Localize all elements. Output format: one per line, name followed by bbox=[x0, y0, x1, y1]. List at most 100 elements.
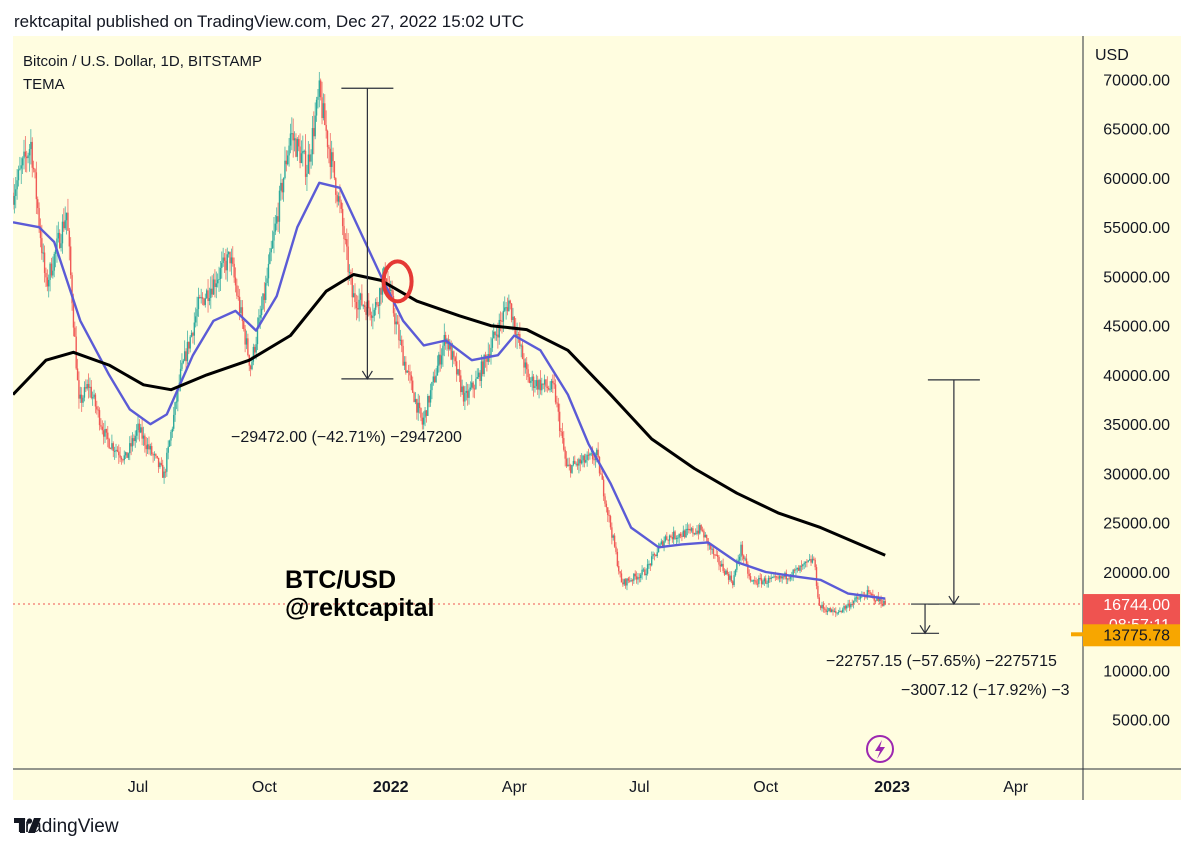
candle-body bbox=[271, 240, 274, 249]
candle-body bbox=[624, 579, 627, 586]
candle-body bbox=[396, 321, 399, 325]
footer-brand: TradingView bbox=[14, 816, 119, 837]
candle-body bbox=[413, 392, 415, 403]
candle-body bbox=[46, 277, 49, 287]
candle-body bbox=[711, 548, 713, 550]
candle-body bbox=[429, 390, 432, 403]
candle-body bbox=[57, 232, 60, 239]
candle-body bbox=[641, 569, 643, 575]
candle-body bbox=[748, 573, 750, 577]
candle-body bbox=[744, 558, 746, 560]
candle-body bbox=[807, 560, 809, 562]
candle-body bbox=[15, 189, 17, 196]
candle-body bbox=[523, 358, 525, 368]
candle-body bbox=[174, 402, 176, 415]
lightning-icon-bolt[interactable] bbox=[875, 740, 885, 759]
candle-body bbox=[277, 216, 279, 222]
candle-body bbox=[539, 379, 542, 391]
candle-body bbox=[716, 554, 719, 557]
candle-body bbox=[855, 597, 858, 599]
candle-body bbox=[226, 254, 228, 271]
candle-body bbox=[280, 182, 282, 191]
candle-body bbox=[374, 302, 377, 310]
candle-body bbox=[86, 384, 88, 389]
candle-body bbox=[883, 600, 885, 606]
candle-body bbox=[61, 221, 64, 244]
candle-body bbox=[225, 260, 227, 271]
candle-body bbox=[27, 155, 29, 159]
candle-body bbox=[155, 454, 157, 456]
candle-body bbox=[321, 97, 323, 119]
candle-body bbox=[648, 563, 650, 565]
lightning-icon[interactable] bbox=[866, 735, 894, 763]
candle-body bbox=[183, 351, 186, 361]
candle-body bbox=[578, 459, 580, 466]
candle-body bbox=[789, 577, 792, 579]
candle-body bbox=[582, 455, 584, 461]
candle-body bbox=[329, 148, 331, 167]
candle-body bbox=[37, 199, 39, 209]
candle-body bbox=[420, 408, 422, 418]
candle-body bbox=[50, 263, 53, 276]
lightning-icon-ring[interactable] bbox=[866, 735, 894, 763]
candle-body bbox=[311, 128, 314, 155]
candle-body bbox=[133, 438, 135, 442]
x-tick-label: 2022 bbox=[373, 779, 409, 796]
candle-body bbox=[497, 334, 499, 338]
candle-body bbox=[767, 578, 770, 583]
candle-body bbox=[811, 558, 814, 563]
candle-body bbox=[358, 299, 360, 310]
candle-body bbox=[23, 151, 25, 159]
candle-body bbox=[469, 387, 472, 390]
x-tick-label: Oct bbox=[252, 779, 277, 796]
candle-body bbox=[28, 149, 31, 156]
candle-body bbox=[833, 611, 836, 613]
candle-body bbox=[91, 397, 94, 399]
candle-body bbox=[799, 565, 801, 571]
candle-body bbox=[534, 386, 536, 388]
candle-body bbox=[254, 346, 256, 353]
candle-body bbox=[475, 378, 477, 389]
btc-chart: −29472.00 (−42.71%) −2947200 −22757.15 (−… bbox=[13, 36, 1181, 800]
candle-body bbox=[576, 463, 579, 466]
candle-body bbox=[233, 263, 235, 278]
candle-body bbox=[657, 547, 660, 553]
candle-body bbox=[825, 609, 827, 613]
candle-body bbox=[460, 375, 462, 393]
candle-body bbox=[631, 580, 634, 582]
candle-body bbox=[737, 560, 739, 563]
candle-body bbox=[119, 455, 121, 458]
candle-body bbox=[484, 354, 487, 357]
candle-body bbox=[401, 339, 403, 346]
candle-body bbox=[391, 289, 393, 296]
candle-body bbox=[580, 460, 583, 464]
candle-body bbox=[506, 307, 509, 312]
tema-line bbox=[13, 181, 886, 600]
candle-body bbox=[766, 582, 768, 584]
candle-body bbox=[690, 528, 693, 531]
candle-body bbox=[560, 430, 562, 432]
candle-body bbox=[243, 321, 245, 329]
candle-body bbox=[884, 600, 886, 605]
plot-background bbox=[13, 36, 1181, 800]
candle-body bbox=[90, 386, 92, 398]
candle-body bbox=[151, 446, 153, 455]
candle-body bbox=[314, 115, 316, 137]
candle-body bbox=[824, 608, 826, 610]
candle-body bbox=[355, 302, 358, 309]
candle-body bbox=[212, 279, 215, 295]
candle-body bbox=[567, 464, 569, 467]
candle-body bbox=[418, 402, 421, 409]
candle-body bbox=[479, 372, 481, 381]
candle-body bbox=[200, 297, 202, 299]
candle-body bbox=[800, 565, 803, 567]
candle-body bbox=[13, 195, 16, 205]
candle-body bbox=[282, 178, 285, 193]
candle-body bbox=[336, 194, 338, 202]
candle-body bbox=[288, 145, 290, 156]
candle-body bbox=[792, 569, 794, 576]
candle-body bbox=[300, 153, 303, 163]
candle-body bbox=[270, 248, 272, 253]
candle-body bbox=[527, 369, 529, 378]
candle-body bbox=[722, 563, 724, 571]
